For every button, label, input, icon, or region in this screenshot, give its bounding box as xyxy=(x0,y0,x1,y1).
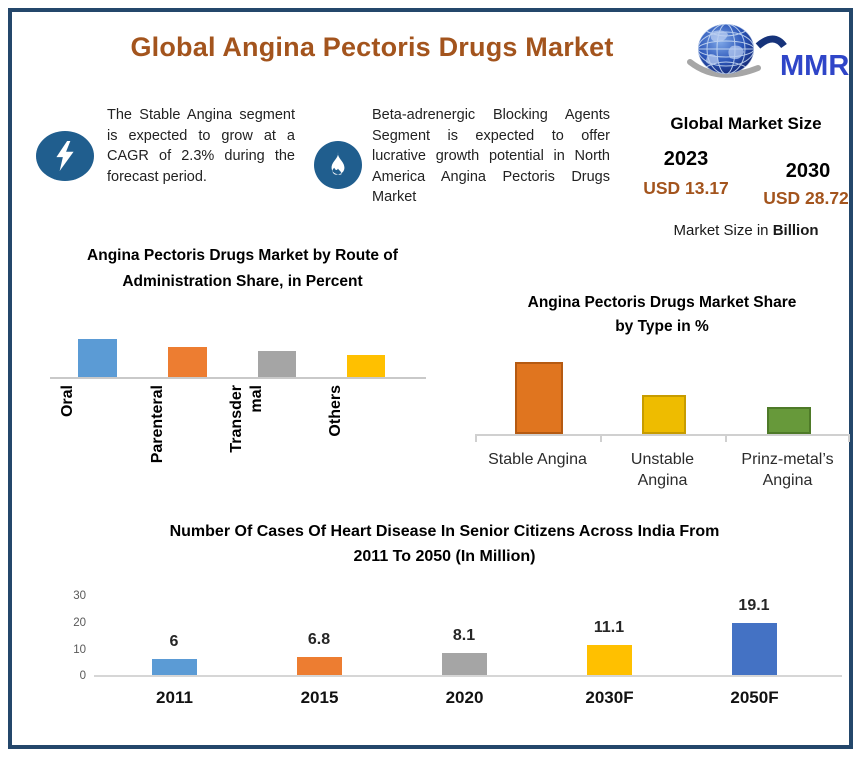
type-chart-plot xyxy=(475,352,850,442)
value-label-2050f: 19.1 xyxy=(738,597,770,614)
logo-text: MMR xyxy=(780,50,849,82)
type-chart-title-line1: Angina Pectoris Drugs Market Share xyxy=(527,294,797,311)
type-chart-title: Angina Pectoris Drugs Market Share by Ty… xyxy=(467,291,857,339)
market-size-title: Global Market Size xyxy=(670,114,822,133)
flame-icon xyxy=(331,152,345,175)
highlight-icon-bubble xyxy=(36,131,94,181)
bar-2011 xyxy=(152,659,197,675)
market-size-value-2030: USD 28.72 xyxy=(763,188,849,208)
axis-tick xyxy=(725,436,727,442)
route-chart-title-line2: Administration Share, in Percent xyxy=(122,272,363,290)
highlight-text-beta-adrenergic: Beta-adrenergic Blocking Agents Segment … xyxy=(372,107,610,206)
india-chart-title-line1: Number Of Cases Of Heart Disease In Seni… xyxy=(169,523,720,540)
x-label-2011: 2011 xyxy=(156,688,193,707)
bar-oral xyxy=(78,339,117,377)
route-label-transdermal: Transder mal xyxy=(228,385,265,453)
x-label-2050f: 2050F xyxy=(730,688,779,707)
x-label-2020: 2020 xyxy=(445,688,484,707)
type-label-prinzmetal: Prinz-metal’s Angina xyxy=(741,451,834,489)
bar-unstable-angina xyxy=(642,395,686,434)
bar-transdermal xyxy=(258,351,296,377)
route-label-parenteral: Parenteral xyxy=(149,385,166,464)
y-tick-10: 10 xyxy=(73,644,86,656)
market-size-year-2030: 2030 xyxy=(785,160,831,182)
x-label-2030f: 2030F xyxy=(585,688,634,707)
market-size-year-2023: 2023 xyxy=(663,148,709,170)
page-border-frame: Global Angina Pectoris Drugs Market xyxy=(8,8,853,749)
route-chart-title-line1: Angina Pectoris Drugs Market by Route of xyxy=(87,247,398,264)
type-chart-title-line2: by Type in % xyxy=(615,318,709,336)
bar-2015 xyxy=(297,657,342,675)
type-label-unstable: Unstable Angina xyxy=(630,451,695,489)
bar-others xyxy=(347,355,385,377)
page-title: Global Angina Pectoris Drugs Market xyxy=(130,32,614,62)
axis-tick xyxy=(475,436,477,442)
y-tick-0: 0 xyxy=(79,670,86,682)
india-chart-axis-line xyxy=(94,675,842,677)
bar-2050f xyxy=(732,623,777,675)
route-chart-axis-line xyxy=(50,377,426,379)
globe-icon: MMR xyxy=(687,24,849,82)
highlight-text-stable-angina: The Stable Angina segment is expected to… xyxy=(107,107,295,185)
route-label-oral: Oral xyxy=(59,385,76,418)
highlight-icon-bubble xyxy=(314,141,362,189)
bar-stable-angina xyxy=(515,362,563,434)
lightning-icon xyxy=(56,141,74,171)
india-chart-title: Number Of Cases Of Heart Disease In Seni… xyxy=(87,520,802,570)
market-size-note-unit: Billion xyxy=(772,222,819,239)
axis-tick xyxy=(600,436,602,442)
bar-2030f xyxy=(587,645,632,675)
route-chart-title: Angina Pectoris Drugs Market by Route of… xyxy=(40,243,445,294)
bar-2020 xyxy=(442,653,487,675)
mmr-logo: MMR xyxy=(684,20,859,86)
route-label-others: Others xyxy=(327,385,344,437)
market-size-value-2023: USD 13.17 xyxy=(643,178,729,198)
y-tick-30: 30 xyxy=(73,590,86,602)
value-label-2030f: 11.1 xyxy=(593,619,625,636)
x-label-2015: 2015 xyxy=(300,688,339,707)
india-chart-plot: 6 6.8 8.1 11.1 19.1 xyxy=(94,597,842,677)
india-chart-title-line2: 2011 To 2050 (In Million) xyxy=(353,547,536,565)
market-size-note: Market Size in Billion xyxy=(630,222,862,239)
bar-prinzmetal-angina xyxy=(767,407,811,434)
bar-parenteral xyxy=(168,347,207,377)
value-label-2011: 6 xyxy=(169,633,179,650)
type-label-stable: Stable Angina xyxy=(488,451,587,468)
type-chart-axis-line xyxy=(475,434,850,436)
y-tick-20: 20 xyxy=(73,617,86,629)
value-label-2020: 8.1 xyxy=(452,627,476,644)
route-chart-plot xyxy=(42,310,442,379)
value-label-2015: 6.8 xyxy=(307,631,331,648)
global-market-size-panel: Global Market Size 2023 USD 13.17 2030 U… xyxy=(630,114,862,244)
market-size-note-prefix: Market Size in xyxy=(673,222,773,239)
axis-tick xyxy=(848,436,850,442)
